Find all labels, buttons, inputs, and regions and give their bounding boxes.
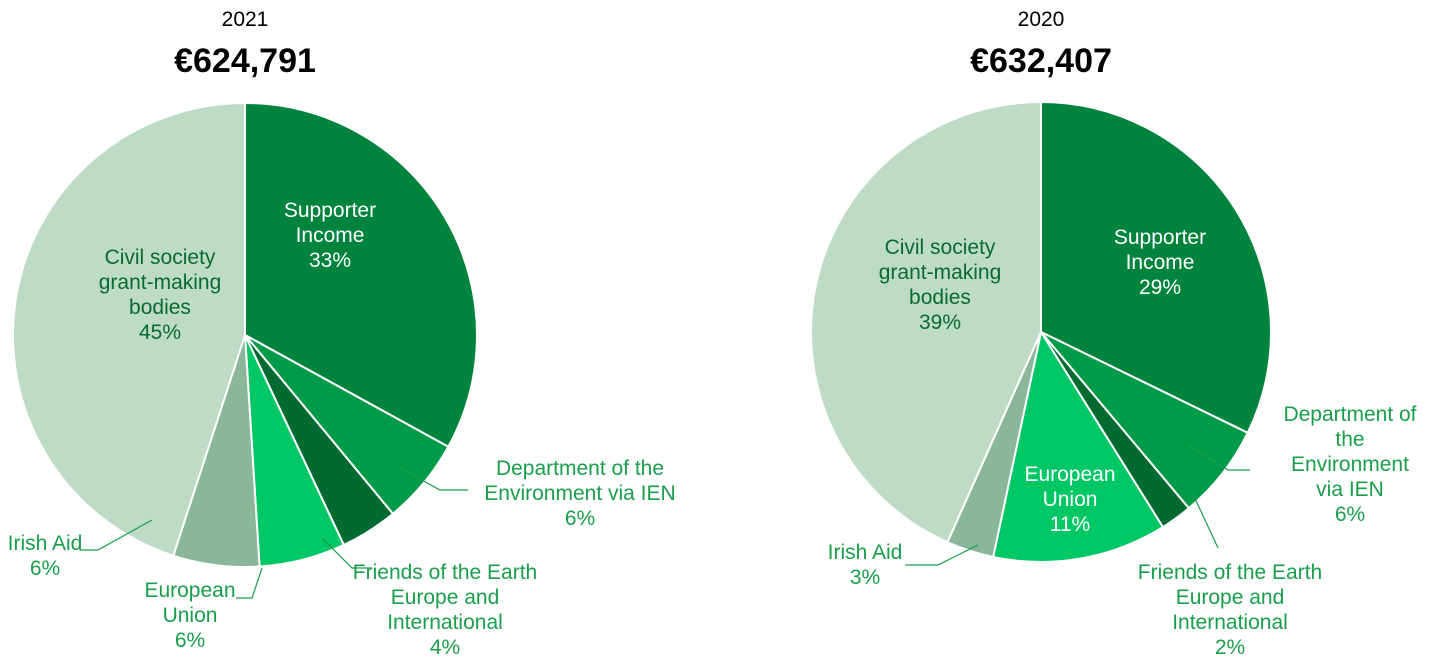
slice-name: Friends of the Earth Europe and Internat… bbox=[1137, 561, 1323, 634]
slice-name: Irish Aid bbox=[827, 541, 903, 564]
slice-value: 6% bbox=[29, 557, 61, 580]
slice-name: Supporter Income bbox=[283, 199, 377, 247]
slice-value: 29% bbox=[1138, 276, 1182, 299]
slice-label: Supporter Income 29% bbox=[1090, 225, 1230, 300]
slice-name: Supporter Income bbox=[1113, 226, 1207, 274]
slice-value: 33% bbox=[308, 249, 352, 272]
chart-subtitle: 2020 bbox=[1017, 8, 1065, 31]
slice-label: Department of the Environment via IEN 6% bbox=[455, 456, 705, 531]
slice-value: 6% bbox=[174, 629, 206, 652]
pie-slice bbox=[244, 101, 478, 449]
leader-line bbox=[1187, 444, 1250, 471]
slice-name: European Union bbox=[144, 579, 236, 627]
slice-label: Supporter Income 33% bbox=[250, 198, 410, 273]
slice-label: Friends of the Earth Europe and Internat… bbox=[1125, 560, 1335, 660]
pie-slice bbox=[12, 101, 246, 557]
slice-name: Civil society grant-making bodies bbox=[878, 236, 1002, 309]
slice-label: European Union 6% bbox=[130, 578, 250, 653]
slice-name: Department of the Environment via IEN bbox=[1283, 403, 1417, 501]
slice-name: Civil society grant-making bodies bbox=[98, 246, 222, 319]
leader-line bbox=[905, 544, 979, 566]
slice-value: 39% bbox=[918, 311, 962, 334]
pie-slice bbox=[1040, 100, 1272, 435]
slice-label: Civil society grant-making bodies 39% bbox=[855, 235, 1025, 335]
slice-value: 6% bbox=[564, 507, 596, 530]
pie-slice bbox=[991, 329, 1165, 563]
slice-value: 6% bbox=[1334, 503, 1366, 526]
slice-name: Department of the Environment via IEN bbox=[484, 457, 676, 505]
slice-value: 2% bbox=[1214, 636, 1246, 659]
leader-line bbox=[321, 537, 372, 569]
slice-value: 4% bbox=[429, 636, 461, 659]
slice-name: Friends of the Earth Europe and Internat… bbox=[352, 561, 538, 634]
leader-line bbox=[399, 467, 468, 491]
slice-label: Irish Aid 3% bbox=[815, 540, 915, 590]
slice-name: European Union bbox=[1024, 463, 1116, 511]
leader-line bbox=[1191, 491, 1219, 549]
chart-title: €624,791 bbox=[174, 42, 316, 80]
leader-line bbox=[80, 519, 153, 551]
slice-label: Irish Aid 6% bbox=[0, 531, 95, 581]
slice-value: 45% bbox=[138, 321, 182, 344]
leader-line bbox=[236, 567, 263, 599]
slice-value: 3% bbox=[849, 566, 881, 589]
slice-label: Friends of the Earth Europe and Internat… bbox=[340, 560, 550, 660]
pie-slice bbox=[810, 100, 1042, 544]
chart-title: €632,407 bbox=[970, 42, 1112, 80]
slice-label: European Union 11% bbox=[1015, 462, 1125, 537]
slice-label: Civil society grant-making bodies 45% bbox=[75, 245, 245, 345]
chart-subtitle: 2021 bbox=[221, 8, 269, 31]
slice-name: Irish Aid bbox=[7, 532, 83, 555]
slice-label: Department of the Environment via IEN 6% bbox=[1280, 402, 1420, 527]
slice-value: 11% bbox=[1049, 513, 1091, 536]
